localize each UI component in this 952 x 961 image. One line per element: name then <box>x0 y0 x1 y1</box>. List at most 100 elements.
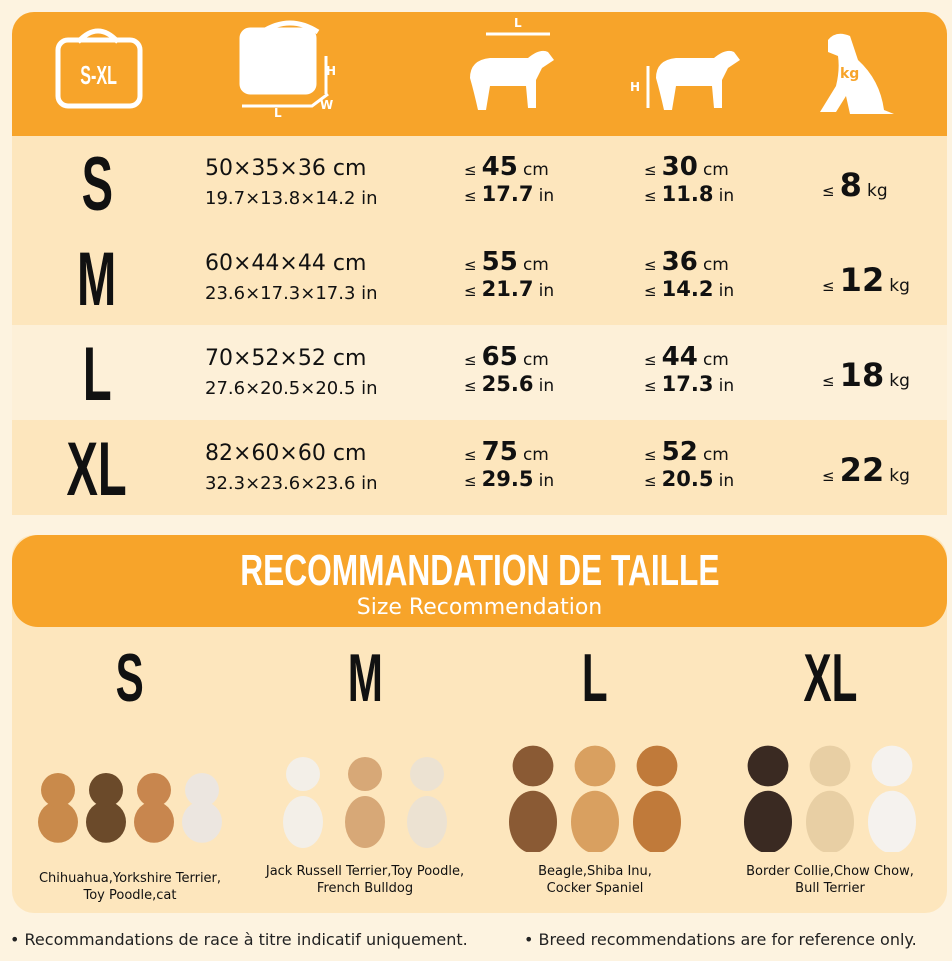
size-label: S <box>81 142 113 227</box>
icon-label: kg <box>840 66 860 82</box>
le-sign: ≤ <box>644 161 657 179</box>
unit: kg <box>889 371 910 391</box>
pet-head <box>574 745 616 787</box>
table-row: L 70×52×52 cm 27.6×20.5×20.5 in ≤ 65 cm ≤ 25… <box>12 326 947 421</box>
value: 55 <box>481 247 518 277</box>
dims-cm: 60×44×44 cm <box>205 251 367 276</box>
measure-line: ≤ 75 cm <box>464 437 549 467</box>
measure-line: ≤ 45 cm <box>464 152 549 182</box>
rec-subtitle: Size Recommendation <box>356 595 603 620</box>
rec-size-label: S <box>115 640 145 716</box>
value: 30 <box>661 152 698 182</box>
pet-head <box>512 745 554 787</box>
unit: in <box>538 376 555 396</box>
unit: in <box>718 471 735 491</box>
unit: in <box>538 186 555 206</box>
unit: in <box>718 281 735 301</box>
icon-label: L <box>274 106 282 120</box>
le-sign: ≤ <box>822 372 835 390</box>
measure-line: ≤ 11.8 in <box>644 182 734 206</box>
pet-photos <box>283 757 447 848</box>
measure-line: ≤ 21.7 in <box>464 277 554 301</box>
table-row: M 60×44×44 cm 23.6×17.3×17.3 in ≤ 55 cm ≤ 21… <box>12 231 947 326</box>
pet-body <box>633 790 681 852</box>
pet-body <box>571 790 619 852</box>
unit: cm <box>702 445 729 465</box>
unit: cm <box>522 255 549 275</box>
pet-head <box>410 757 444 791</box>
pet-head <box>636 745 678 787</box>
measure-line: ≤ 17.7 in <box>464 182 554 206</box>
le-sign: ≤ <box>822 467 835 485</box>
le-sign: ≤ <box>644 282 657 300</box>
value: 44 <box>661 342 698 372</box>
icon-label: H <box>326 64 337 78</box>
measure-line: ≤ 36 cm <box>644 247 729 277</box>
pet-photos <box>38 773 222 843</box>
measure-line: ≤ 30 cm <box>644 152 729 182</box>
measure-line: ≤ 44 cm <box>644 342 729 372</box>
le-sign: ≤ <box>822 182 835 200</box>
pet-head <box>871 745 913 787</box>
le-sign: ≤ <box>644 472 657 490</box>
size-label: L <box>82 332 112 417</box>
value: 14.2 <box>661 277 714 301</box>
pet-body <box>38 801 78 843</box>
pet-body <box>86 801 126 843</box>
pet-head <box>286 757 320 791</box>
pet-head <box>89 773 123 807</box>
unit: in <box>538 471 555 491</box>
breeds: Beagle,Shiba Inu, Cocker Spaniel <box>480 863 710 897</box>
size-label: M <box>77 237 117 322</box>
pet-head <box>185 773 219 807</box>
pet-body <box>407 796 447 848</box>
pet-body <box>345 796 385 848</box>
dims-in: 27.6×20.5×20.5 in <box>205 378 378 399</box>
pet-body <box>868 790 916 852</box>
dims-in: 23.6×17.3×17.3 in <box>205 283 378 304</box>
measure-line: ≤ 52 cm <box>644 437 729 467</box>
le-sign: ≤ <box>644 256 657 274</box>
dims-cm: 82×60×60 cm <box>205 441 367 466</box>
weight: ≤ 8 kg <box>822 166 888 204</box>
unit: in <box>718 186 735 206</box>
pet-head <box>41 773 75 807</box>
unit: cm <box>522 160 549 180</box>
dims-in: 19.7×13.8×14.2 in <box>205 188 378 209</box>
measure-line: ≤ 14.2 in <box>644 277 734 301</box>
pet-body <box>744 790 792 852</box>
pet-photos <box>509 745 681 852</box>
size-cell: S <box>47 142 147 227</box>
le-sign: ≤ <box>464 282 477 300</box>
unit: cm <box>522 350 549 370</box>
breed-line: Chihuahua,Yorkshire Terrier, <box>38 871 222 886</box>
breeds: Border Collie,Chow Chow, Bull Terrier <box>715 863 945 897</box>
weight: ≤ 12 kg <box>822 261 910 299</box>
value: 75 <box>481 437 518 467</box>
unit: kg <box>889 276 910 296</box>
rec-size-label: L <box>582 640 608 716</box>
table-row: XL 82×60×60 cm 32.3×23.6×23.6 in ≤ 75 cm ≤ 2… <box>12 421 947 516</box>
measure-line: ≤ 25.6 in <box>464 372 554 396</box>
pet-body <box>283 796 323 848</box>
breed-line: Bull Terrier <box>795 881 865 896</box>
le-sign: ≤ <box>464 351 477 369</box>
value: 8 <box>839 166 862 204</box>
value: 36 <box>661 247 698 277</box>
footnote: • Breed recommendations are for referenc… <box>524 930 917 949</box>
pet-head <box>137 773 171 807</box>
rec-size: S <box>50 640 210 717</box>
table-row: S 50×35×36 cm 19.7×13.8×14.2 in ≤ 45 cm ≤ 17… <box>12 136 947 231</box>
rec-size: XL <box>750 640 910 717</box>
icon-label: S-XL <box>58 60 140 91</box>
value: 11.8 <box>661 182 714 206</box>
unit: kg <box>889 466 910 486</box>
value: 17.7 <box>481 182 534 206</box>
value: 25.6 <box>481 372 534 396</box>
footnote: • Recommandations de race à titre indica… <box>10 930 468 949</box>
rec-size: M <box>285 640 445 717</box>
dims-in: 32.3×23.6×23.6 in <box>205 473 378 494</box>
le-sign: ≤ <box>464 377 477 395</box>
